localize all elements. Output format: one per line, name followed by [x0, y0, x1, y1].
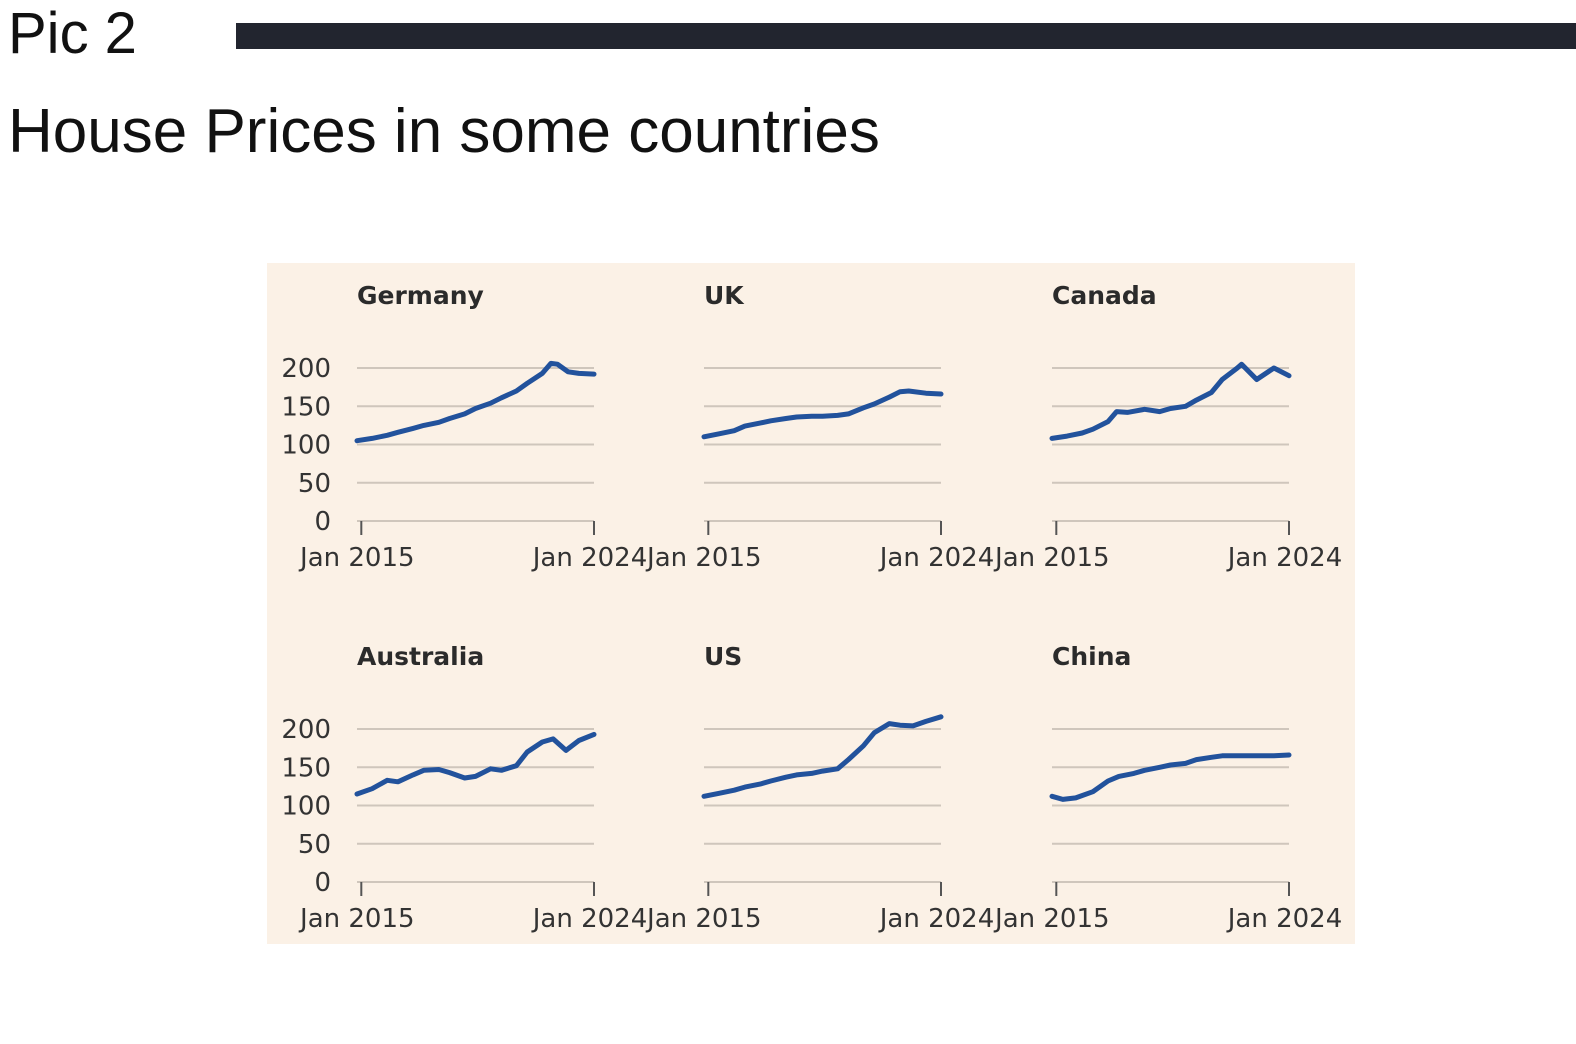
y-tick-label: 200 [281, 354, 331, 384]
chart-china: China Jan 2015 Jan 2024 [993, 642, 1342, 934]
x-tick-label: Jan 2024 [1226, 543, 1343, 573]
y-tick-label: 100 [281, 431, 331, 461]
y-tick-label: 150 [281, 392, 331, 422]
chart-germany: Germany 0 50 100 150 200 Jan 2015 Jan 2024 [281, 281, 647, 573]
x-tick-label: Jan 2015 [645, 904, 762, 934]
series-line [701, 714, 944, 799]
x-tick-label: Jan 2024 [878, 543, 995, 573]
chart-us: US Jan 2015 Jan 2024 [645, 642, 994, 934]
x-tick-label: Jan 2024 [531, 543, 648, 573]
y-tick-label: 50 [298, 469, 331, 499]
chart-uk: UK Jan 2015 Jan 2024 [645, 281, 994, 573]
panel-title: US [704, 642, 742, 671]
chart-panel: Germany 0 50 100 150 200 Jan 2015 Jan 2024 UK Jan… [267, 263, 1355, 944]
chart-canada: Canada Jan 2015 Jan 2024 [993, 281, 1342, 573]
y-tick-label: 0 [314, 868, 331, 898]
x-tick-label: Jan 2024 [531, 904, 648, 934]
y-tick-label: 0 [314, 507, 331, 537]
x-tick-label: Jan 2024 [1226, 904, 1343, 934]
series-line [1049, 752, 1292, 802]
panel-title: UK [704, 281, 745, 310]
chart-australia: Australia 0 50 100 150 200 Jan 2015 Jan 2024 [281, 642, 647, 934]
pic-label: Pic 2 [8, 1, 137, 66]
series-line [1049, 361, 1292, 441]
panel-title: Australia [357, 642, 484, 671]
x-tick-label: Jan 2015 [298, 904, 415, 934]
x-tick-label: Jan 2024 [878, 904, 995, 934]
panel-title: Germany [357, 281, 484, 310]
panel-title: Canada [1052, 281, 1157, 310]
y-tick-label: 100 [281, 792, 331, 822]
x-tick-label: Jan 2015 [993, 904, 1110, 934]
series-line [354, 360, 597, 444]
series-line [701, 388, 944, 440]
header-bar [236, 23, 1576, 49]
y-tick-label: 150 [281, 753, 331, 783]
panel-title: China [1052, 642, 1131, 671]
page-title: House Prices in some countries [8, 97, 880, 166]
y-tick-label: 200 [281, 715, 331, 745]
y-tick-label: 50 [298, 830, 331, 860]
x-tick-label: Jan 2015 [993, 543, 1110, 573]
x-tick-label: Jan 2015 [645, 543, 762, 573]
x-tick-label: Jan 2015 [298, 543, 415, 573]
series-line [354, 731, 597, 797]
